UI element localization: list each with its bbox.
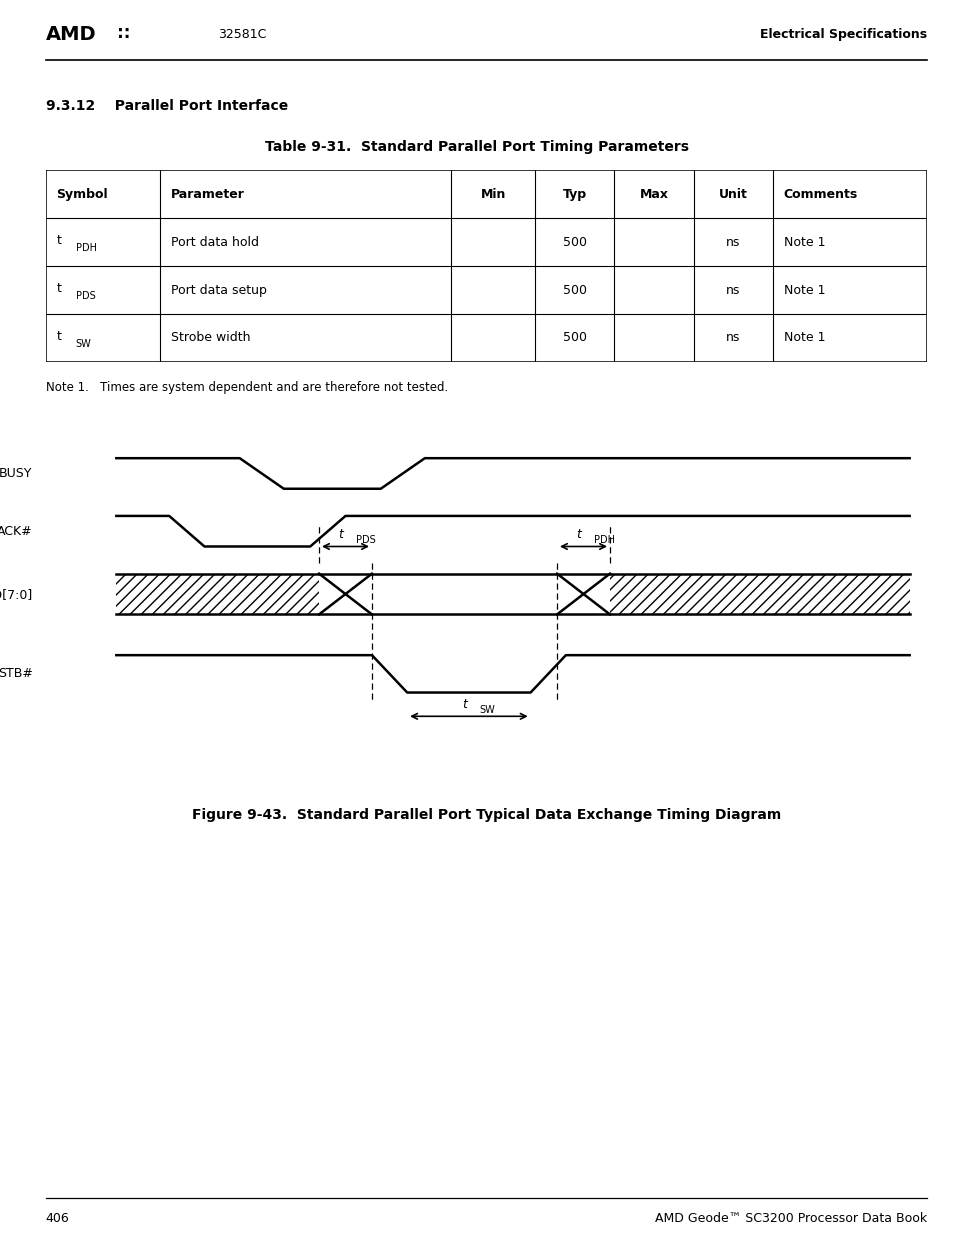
Text: t: t	[56, 233, 61, 247]
Text: Typ: Typ	[562, 188, 586, 201]
Text: Strobe width: Strobe width	[171, 331, 251, 345]
Text: ∷: ∷	[117, 26, 129, 43]
Text: t: t	[56, 330, 61, 342]
Text: ns: ns	[725, 331, 740, 345]
Text: Figure 9-43.  Standard Parallel Port Typical Data Exchange Timing Diagram: Figure 9-43. Standard Parallel Port Typi…	[192, 808, 781, 823]
Text: Note 1.   Times are system dependent and are therefore not tested.: Note 1. Times are system dependent and a…	[46, 382, 448, 394]
Text: Parameter: Parameter	[171, 188, 245, 201]
Text: Note 1: Note 1	[782, 331, 824, 345]
Text: PD[7:0]: PD[7:0]	[0, 588, 32, 600]
Text: ACK#: ACK#	[0, 525, 32, 537]
Text: t: t	[576, 529, 581, 541]
Text: Note 1: Note 1	[782, 284, 824, 296]
Text: Max: Max	[639, 188, 668, 201]
Text: STB#: STB#	[0, 667, 32, 680]
Text: t: t	[56, 282, 61, 295]
Text: Table 9-31.  Standard Parallel Port Timing Parameters: Table 9-31. Standard Parallel Port Timin…	[265, 140, 688, 154]
Text: PDS: PDS	[75, 290, 95, 301]
Text: PDH: PDH	[594, 535, 615, 545]
Text: ns: ns	[725, 236, 740, 248]
Text: Unit: Unit	[719, 188, 747, 201]
Text: SW: SW	[479, 705, 495, 715]
Text: AMD: AMD	[46, 25, 96, 44]
Text: 406: 406	[46, 1212, 70, 1225]
Text: 500: 500	[562, 236, 586, 248]
Text: t: t	[338, 529, 343, 541]
Text: Comments: Comments	[782, 188, 857, 201]
Text: Port data hold: Port data hold	[171, 236, 258, 248]
Text: 500: 500	[562, 331, 586, 345]
Text: BUSY: BUSY	[0, 467, 32, 480]
Bar	[116, 573, 318, 615]
Text: PDH: PDH	[75, 243, 96, 253]
Text: Electrical Specifications: Electrical Specifications	[760, 28, 926, 41]
Text: t: t	[461, 698, 466, 711]
Text: 32581C: 32581C	[217, 28, 266, 41]
Text: PDS: PDS	[355, 535, 375, 545]
Text: Port data setup: Port data setup	[171, 284, 267, 296]
Text: Note 1: Note 1	[782, 236, 824, 248]
Text: Symbol: Symbol	[56, 188, 108, 201]
Text: 500: 500	[562, 284, 586, 296]
Text: Min: Min	[480, 188, 505, 201]
Text: SW: SW	[75, 338, 91, 348]
Text: AMD Geode™ SC3200 Processor Data Book: AMD Geode™ SC3200 Processor Data Book	[655, 1212, 926, 1225]
Text: 9.3.12    Parallel Port Interface: 9.3.12 Parallel Port Interface	[46, 99, 288, 114]
Bar	[609, 573, 909, 615]
Text: ns: ns	[725, 284, 740, 296]
